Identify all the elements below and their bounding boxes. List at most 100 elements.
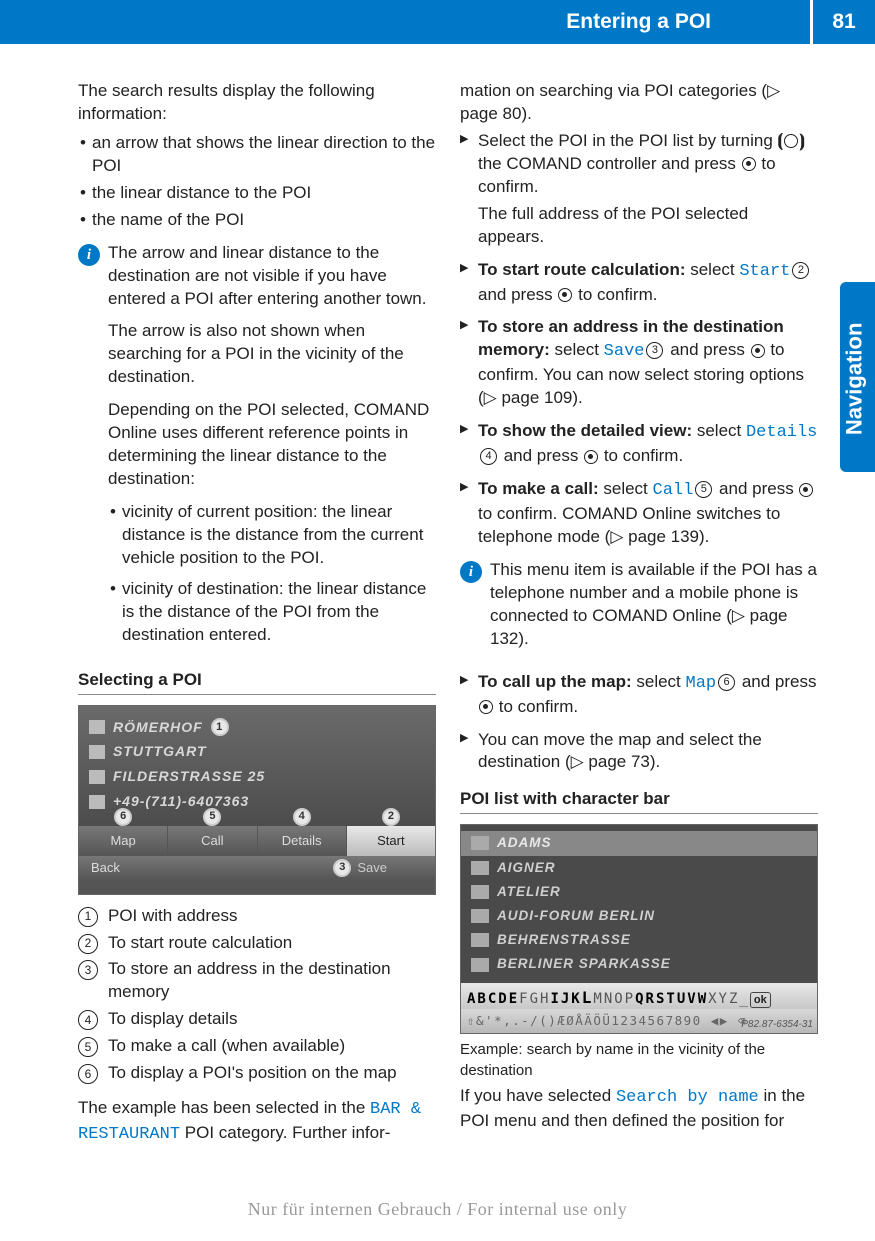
intro-text: The search results display the following… [78,80,436,126]
step1-a: Select the POI in the POI list by turnin… [478,131,778,150]
tt-save: Save [604,342,645,361]
section-rule [460,813,818,814]
info-text: The arrow and linear distance to the des… [108,242,436,655]
def-num-3: 3 [78,960,98,980]
list-item[interactable]: AUDI-FORUM BERLIN [461,904,817,928]
poi-icon [471,885,489,899]
step-item: To store an address in the destination m… [460,316,818,410]
step-item: You can move the map and select the dest… [460,729,818,775]
city-icon [89,745,105,759]
poi-icon [471,909,489,923]
watermark: Nur für internen Gebrauch / For internal… [0,1197,875,1221]
press-icon [584,450,598,464]
section-rule [78,694,436,695]
def-text: To make a call (when available) [108,1035,436,1058]
turn-left-icon: ⦗ [778,131,784,150]
def-text: POI with address [108,905,436,928]
info-p1: The arrow and linear distance to the des… [108,242,436,311]
tt-details: Details [746,423,817,442]
tt-call: Call [653,481,694,500]
circ-num: 3 [646,342,663,359]
info-sub-item: vicinity of current position: the linear… [108,501,436,570]
step1-result: The full address of the POI selected app… [478,203,818,249]
step-list: Select the POI in the POI list by turnin… [460,130,818,249]
step-bold: To make a call: [478,479,599,498]
info-text: This menu item is available if the POI h… [490,559,818,661]
step-item: Select the POI in the POI list by turnin… [460,130,818,249]
trail2-tt: Search by name [616,1088,759,1107]
poi-city: STUTTGART [113,742,207,761]
poi-charbar-screenshot: ADAMS AIGNER ATELIER AUDI-FORUM BERLIN B… [460,824,818,1034]
info-icon: i [460,561,482,583]
circ-num: 6 [718,674,735,691]
def-num-4: 4 [78,1010,98,1030]
step-item: To show the detailed view: select Detail… [460,420,818,468]
back-button[interactable]: Back [79,859,120,877]
details-button[interactable]: 4Details [258,826,347,856]
figure-caption: Example: search by name in the vicinity … [460,1040,818,1081]
info-icon: i [78,244,100,266]
step-item: To call up the map: select Map6 and pres… [460,671,818,719]
info-p2: The arrow is also not shown when searchi… [108,320,436,389]
map-button[interactable]: 6Map [79,826,168,856]
right-column: mation on searching via POI categories (… [460,80,818,1151]
step-bold: To show the detailed view: [478,421,692,440]
def-row: 5 To make a call (when available) [78,1035,436,1058]
side-tab: Navigation [840,282,875,472]
trailing-para: The example has been selected in the BAR… [78,1097,436,1147]
save-button[interactable]: 3Save [333,859,387,877]
trail2-pre: If you have selected [460,1086,616,1105]
def-text: To display a POI's position on the map [108,1062,436,1085]
def-row: 4 To display details [78,1008,436,1031]
poi-result-list: ADAMS AIGNER ATELIER AUDI-FORUM BERLIN B… [461,825,817,982]
list-item[interactable]: BERLINER SPARKASSE [461,952,817,976]
step-list-2: To start route calculation: select Start… [460,259,818,549]
callout-1: 1 [211,718,229,736]
list-item[interactable]: ATELIER [461,880,817,904]
start-button[interactable]: 2Start [347,826,435,856]
callout-2: 2 [382,808,400,826]
list-item[interactable]: ADAMS [461,831,817,855]
trailing-para-2: If you have selected Search by name in t… [460,1085,818,1133]
trail-pre: The example has been selected in the [78,1098,370,1117]
trail-post: POI category. Further infor- [180,1123,390,1142]
press-icon [742,157,756,171]
screenshot-back-row: Back 3Save [79,856,435,880]
info2-text: This menu item is available if the POI h… [490,559,818,651]
poi-icon [471,836,489,850]
bullet-list: an arrow that shows the linear direction… [78,132,436,232]
screenshot-button-row: 6Map 5Call 4Details 2Start [79,826,435,856]
def-num-5: 5 [78,1037,98,1057]
section-title-charbar: POI list with character bar [460,788,818,811]
callout-4: 4 [293,808,311,826]
def-text: To display details [108,1008,436,1031]
header-title: Entering a POI [566,8,711,36]
character-bar[interactable]: ABCDEFGHIJKLMNOPQRSTUVWXYZ_ok [461,983,817,1009]
info-block-2: i This menu item is available if the POI… [460,559,818,661]
step-item: To start route calculation: select Start… [460,259,818,307]
def-row: 3 To store an address in the destination … [78,958,436,1004]
press-icon [799,483,813,497]
callout-5: 5 [203,808,221,826]
poi-street: FILDERSTRASSE 25 [113,767,265,786]
step-item: To make a call: select Call5 and press t… [460,478,818,549]
press-icon [558,288,572,302]
page-number: 81 [832,8,855,36]
screenshot-caption: P82.87-8071-31 [359,880,431,894]
callout-3: 3 [333,859,351,877]
ok-button[interactable]: ok [750,992,771,1009]
step-bold: To call up the map: [478,672,632,691]
def-num-6: 6 [78,1064,98,1084]
circ-num: 4 [480,448,497,465]
def-text: To store an address in the destination m… [108,958,436,1004]
circ-num: 2 [792,262,809,279]
info-p3: Depending on the POI selected, COMAND On… [108,399,436,491]
list-item[interactable]: AIGNER [461,856,817,880]
poi-city-line: STUTTGART [89,742,425,761]
call-button[interactable]: 5Call [168,826,257,856]
info-block: i The arrow and linear distance to the d… [78,242,436,655]
def-num-1: 1 [78,907,98,927]
list-item[interactable]: BEHRENSTRASSE [461,928,817,952]
circ-num: 5 [695,481,712,498]
bullet-item: an arrow that shows the linear direction… [78,132,436,178]
